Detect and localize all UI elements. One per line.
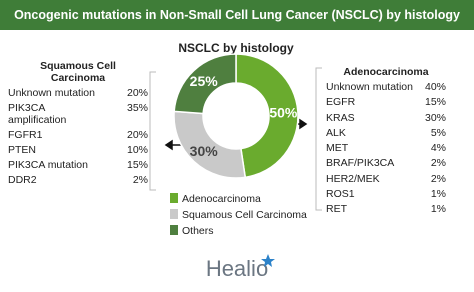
row-label: BRAF/PIK3CA (326, 157, 395, 170)
row-value: 10% (126, 144, 148, 156)
row-value: 2% (430, 172, 446, 185)
row-label: DDR2 (8, 174, 37, 186)
row-value: 5% (430, 126, 446, 139)
subtitle: NSCLC by histology (178, 41, 294, 55)
row-value: 15% (126, 159, 148, 171)
table-row: PIK3CA mutation 15% (8, 159, 148, 171)
legend-label: Squamous Cell Carcinoma (182, 209, 307, 221)
row-label: ROS1 (326, 188, 355, 201)
table-row: ROS1 1% (326, 188, 446, 200)
logo-text: Healio (206, 256, 268, 281)
table-row: DDR2 2% (8, 174, 148, 186)
table-row: RET 1% (326, 203, 446, 215)
row-label: FGFR1 (8, 129, 43, 141)
row-label: PIK3CA amplification (8, 102, 67, 126)
legend-label: Adenocarcinoma (182, 193, 261, 205)
table-row: PTEN 10% (8, 144, 148, 156)
slice-label: 25% (190, 73, 219, 89)
table-row: ALK 5% (326, 127, 446, 139)
row-value: 40% (424, 81, 446, 93)
bracket (315, 67, 322, 211)
slice-label: 30% (190, 143, 219, 159)
row-label: PIK3CA mutation (8, 159, 88, 171)
table-row: PIK3CA amplification 35% (8, 102, 148, 126)
row-value: 30% (424, 111, 446, 124)
bracket (149, 71, 156, 191)
legend-swatch (170, 225, 178, 235)
table-row: Unknown mutation 40% (326, 81, 446, 93)
row-value: 2% (430, 157, 446, 170)
pie-slice (173, 53, 237, 115)
table-row: BRAF/PIK3CA 2% (326, 157, 446, 169)
row-value: 1% (430, 203, 446, 216)
row-value: 20% (126, 129, 148, 141)
row-label: Unknown mutation (326, 81, 413, 93)
row-value: 4% (430, 142, 446, 155)
row-value: 20% (126, 87, 148, 99)
table-row: EGFR 15% (326, 96, 446, 108)
legend-swatch (170, 193, 178, 203)
row-label: RET (326, 203, 347, 216)
row-label: HER2/MEK (326, 172, 380, 185)
pie-slice (235, 53, 299, 179)
slice-label: 50% (269, 104, 298, 120)
table-row: MET 4% (326, 142, 446, 154)
row-value: 15% (424, 96, 446, 109)
adeno-table: Adenocarcinoma Unknown mutation 40% EGFR 15… (326, 66, 446, 219)
row-label: PTEN (8, 144, 37, 156)
table-row: FGFR1 20% (8, 129, 148, 141)
row-label: Unknown mutation (8, 87, 95, 99)
row-label: ALK (326, 126, 346, 139)
table-header: Adenocarcinoma (343, 66, 429, 78)
squamous-table: Squamous Cell Carcinoma Unknown mutation… (8, 60, 148, 189)
table-row: KRAS 30% (326, 112, 446, 124)
table-header: Squamous Cell Carcinoma (40, 60, 116, 84)
row-label: KRAS (326, 111, 355, 124)
row-label: EGFR (326, 96, 356, 109)
row-value: 1% (430, 188, 446, 201)
table-row: HER2/MEK 2% (326, 173, 446, 185)
table-row: Unknown mutation 20% (8, 87, 148, 99)
legend-swatch (170, 209, 178, 219)
row-value: 35% (126, 102, 148, 114)
row-label: MET (326, 142, 349, 155)
title-bar: Oncogenic mutations in Non-Small Cell Lu… (0, 0, 474, 30)
row-value: 2% (132, 174, 148, 186)
legend-label: Others (182, 225, 214, 237)
logo: Healio (206, 254, 275, 281)
